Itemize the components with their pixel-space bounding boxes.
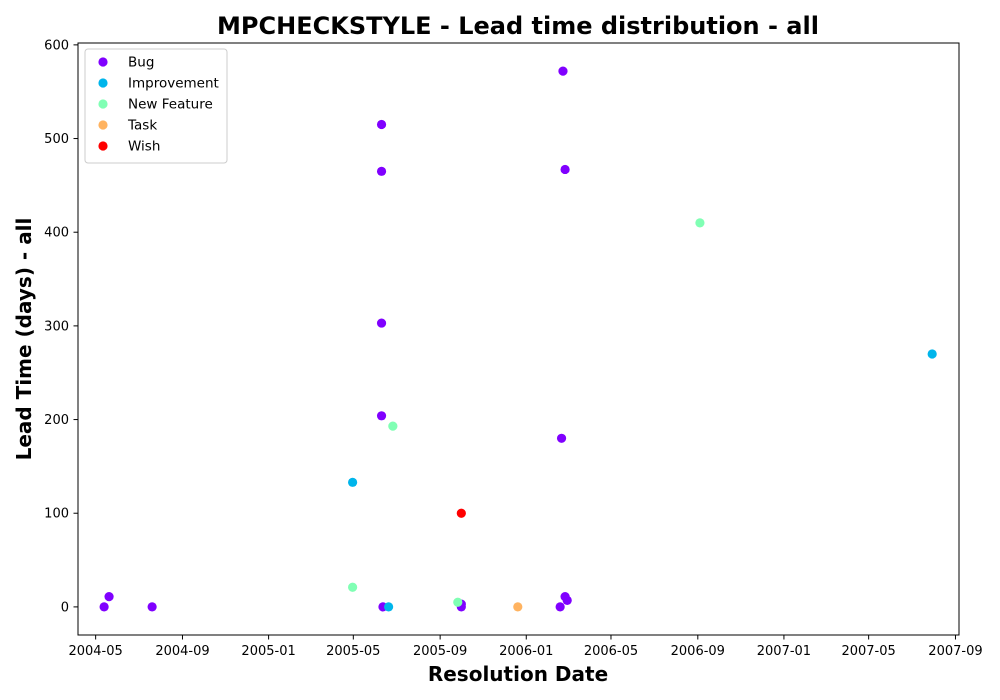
legend-marker [98,120,108,130]
y-tick-label: 600 [44,38,69,53]
data-point [376,166,387,176]
data-point [147,602,157,612]
data-point [104,591,114,602]
legend-marker [98,141,108,151]
legend-box [84,48,228,164]
data-point [555,602,565,612]
y-tick-label: 300 [44,319,69,334]
series-improvement [348,349,937,612]
plot-area [99,66,937,612]
legend-label: Improvement [128,76,219,92]
data-point [695,218,705,228]
series-wish [456,508,466,518]
x-tick-label: 2004-05 [68,644,122,659]
legend-label: Task [127,118,157,134]
data-point [384,602,394,612]
x-tick-label: 2005-09 [413,644,467,659]
x-tick-label: 2007-05 [841,644,895,659]
data-point [556,433,567,443]
y-tick-label: 200 [44,413,69,428]
series-new-feature [348,218,705,607]
legend: Bug Improvement New Feature Task Wish [84,48,228,164]
x-tick-label: 2006-01 [499,644,553,659]
y-axis: 0 100 200 300 400 500 600 [44,38,78,615]
x-tick-label: 2005-01 [241,644,295,659]
data-point [376,411,387,421]
data-point [513,602,523,612]
y-axis-title: Lead Time (days) - all [12,218,36,461]
x-tick-label: 2006-09 [671,644,725,659]
data-point [453,597,463,607]
plot-frame [77,42,960,636]
legend-label: New Feature [128,97,213,113]
y-tick-label: 0 [61,600,69,615]
legend-label: Wish [128,139,160,155]
x-tick-label: 2007-01 [757,644,811,659]
data-point [348,477,358,487]
series-task [513,602,523,612]
y-tick-label: 500 [44,132,69,147]
x-tick-label: 2006-05 [584,644,638,659]
data-point [99,602,109,612]
data-point [558,66,568,76]
y-tick-label: 400 [44,226,69,241]
data-point [388,421,398,431]
x-axis-title: Resolution Date [428,662,608,686]
x-tick-label: 2004-09 [155,644,209,659]
legend-label: Bug [128,55,154,71]
data-point [376,318,387,328]
legend-marker [98,57,108,67]
x-axis: 2004-05 2004-09 2005-01 2005-05 2005-09 2006-… [68,635,983,659]
data-point [348,582,358,592]
legend-marker [98,78,108,88]
legend-marker [98,99,108,109]
x-tick-label: 2007-09 [928,644,982,659]
data-point [376,119,387,130]
data-point [456,508,466,518]
chart-title: MPCHECKSTYLE - Lead time distribution - … [217,12,819,40]
y-tick-label: 100 [44,507,69,522]
x-tick-label: 2005-05 [326,644,380,659]
data-point [927,349,937,359]
data-point [560,164,570,175]
data-point [562,595,572,605]
